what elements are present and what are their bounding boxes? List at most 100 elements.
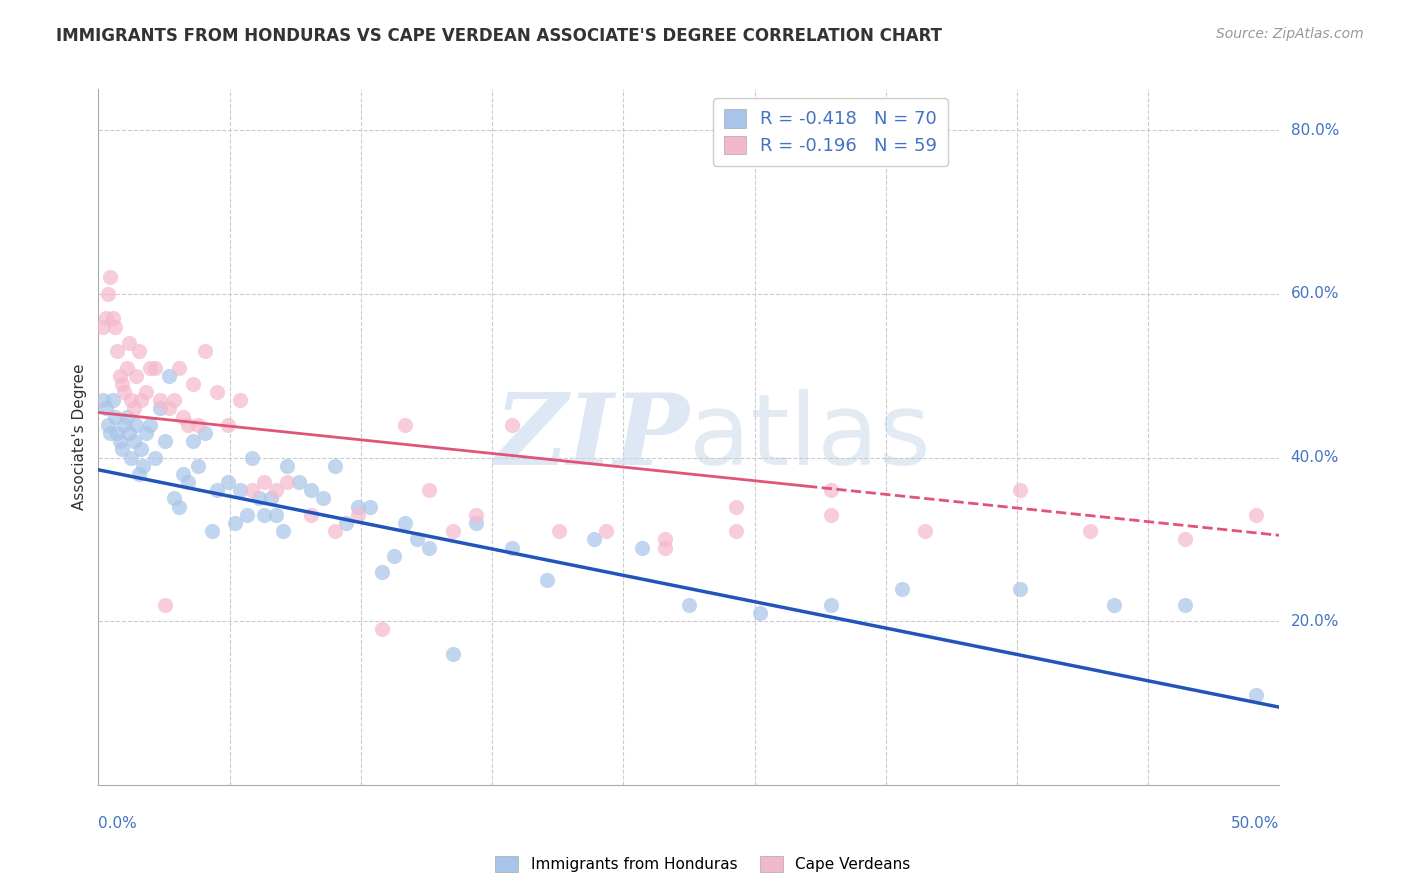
Point bbox=[630, 541, 652, 555]
Point bbox=[94, 401, 117, 416]
Point bbox=[312, 491, 335, 506]
Text: 40.0%: 40.0% bbox=[1291, 450, 1339, 465]
Point bbox=[177, 475, 200, 489]
Point bbox=[149, 401, 172, 416]
Text: ZIP: ZIP bbox=[494, 389, 689, 485]
Point bbox=[118, 335, 141, 350]
Point bbox=[441, 647, 464, 661]
Point bbox=[276, 458, 298, 473]
Point bbox=[143, 450, 166, 465]
Point bbox=[153, 434, 176, 449]
Text: 0.0%: 0.0% bbox=[98, 815, 138, 830]
Point bbox=[125, 368, 148, 383]
Point bbox=[654, 533, 676, 547]
Point bbox=[181, 376, 204, 391]
Point bbox=[359, 500, 381, 514]
Point bbox=[187, 458, 209, 473]
Point bbox=[240, 450, 263, 465]
Point bbox=[135, 385, 157, 400]
Point bbox=[820, 598, 842, 612]
Point bbox=[111, 376, 134, 391]
Point bbox=[323, 524, 346, 539]
Text: 50.0%: 50.0% bbox=[1232, 815, 1279, 830]
Point bbox=[347, 508, 370, 522]
Point bbox=[172, 409, 194, 424]
Point bbox=[149, 393, 172, 408]
Point bbox=[104, 409, 127, 424]
Point bbox=[98, 270, 121, 285]
Point bbox=[91, 319, 114, 334]
Point bbox=[236, 508, 259, 522]
Point bbox=[418, 541, 440, 555]
Legend: R = -0.418   N = 70, R = -0.196   N = 59: R = -0.418 N = 70, R = -0.196 N = 59 bbox=[713, 98, 948, 166]
Point bbox=[122, 401, 145, 416]
Point bbox=[501, 541, 523, 555]
Point bbox=[224, 516, 246, 530]
Point bbox=[654, 541, 676, 555]
Point bbox=[406, 533, 429, 547]
Point bbox=[271, 524, 294, 539]
Point bbox=[187, 417, 209, 432]
Point bbox=[97, 286, 120, 301]
Point bbox=[101, 393, 124, 408]
Point bbox=[104, 319, 127, 334]
Point bbox=[394, 516, 416, 530]
Point bbox=[94, 311, 117, 326]
Point bbox=[299, 483, 322, 498]
Point bbox=[177, 417, 200, 432]
Point bbox=[820, 508, 842, 522]
Point bbox=[167, 360, 190, 375]
Point bbox=[465, 508, 488, 522]
Point bbox=[748, 606, 770, 620]
Point bbox=[157, 401, 180, 416]
Point bbox=[441, 524, 464, 539]
Point bbox=[181, 434, 204, 449]
Point bbox=[139, 417, 162, 432]
Point bbox=[143, 360, 166, 375]
Point bbox=[125, 417, 148, 432]
Point bbox=[1244, 688, 1267, 702]
Point bbox=[105, 425, 128, 440]
Point bbox=[157, 368, 180, 383]
Point bbox=[1244, 508, 1267, 522]
Text: atlas: atlas bbox=[689, 389, 931, 485]
Point bbox=[264, 483, 287, 498]
Point bbox=[1008, 582, 1031, 596]
Point bbox=[128, 344, 150, 359]
Point bbox=[205, 483, 228, 498]
Point bbox=[122, 434, 145, 449]
Point bbox=[121, 393, 143, 408]
Point bbox=[382, 549, 405, 563]
Text: Source: ZipAtlas.com: Source: ZipAtlas.com bbox=[1216, 27, 1364, 41]
Point bbox=[112, 385, 135, 400]
Text: 20.0%: 20.0% bbox=[1291, 614, 1339, 629]
Point bbox=[725, 524, 748, 539]
Point bbox=[548, 524, 571, 539]
Point bbox=[323, 458, 346, 473]
Point bbox=[194, 425, 217, 440]
Legend: Immigrants from Honduras, Cape Verdeans: Immigrants from Honduras, Cape Verdeans bbox=[488, 848, 918, 880]
Text: 80.0%: 80.0% bbox=[1291, 122, 1339, 137]
Point bbox=[536, 574, 558, 588]
Point bbox=[725, 500, 748, 514]
Point bbox=[139, 360, 162, 375]
Point bbox=[240, 483, 263, 498]
Point bbox=[371, 565, 394, 579]
Point bbox=[115, 360, 138, 375]
Point bbox=[172, 467, 194, 481]
Point bbox=[595, 524, 617, 539]
Point bbox=[201, 524, 224, 539]
Point bbox=[217, 475, 239, 489]
Point bbox=[132, 458, 155, 473]
Point bbox=[394, 417, 416, 432]
Point bbox=[1008, 483, 1031, 498]
Y-axis label: Associate's Degree: Associate's Degree bbox=[72, 364, 87, 510]
Point bbox=[276, 475, 298, 489]
Point bbox=[105, 344, 128, 359]
Point bbox=[91, 393, 114, 408]
Point bbox=[1174, 598, 1197, 612]
Point bbox=[194, 344, 217, 359]
Point bbox=[501, 417, 523, 432]
Point bbox=[128, 467, 150, 481]
Point bbox=[135, 425, 157, 440]
